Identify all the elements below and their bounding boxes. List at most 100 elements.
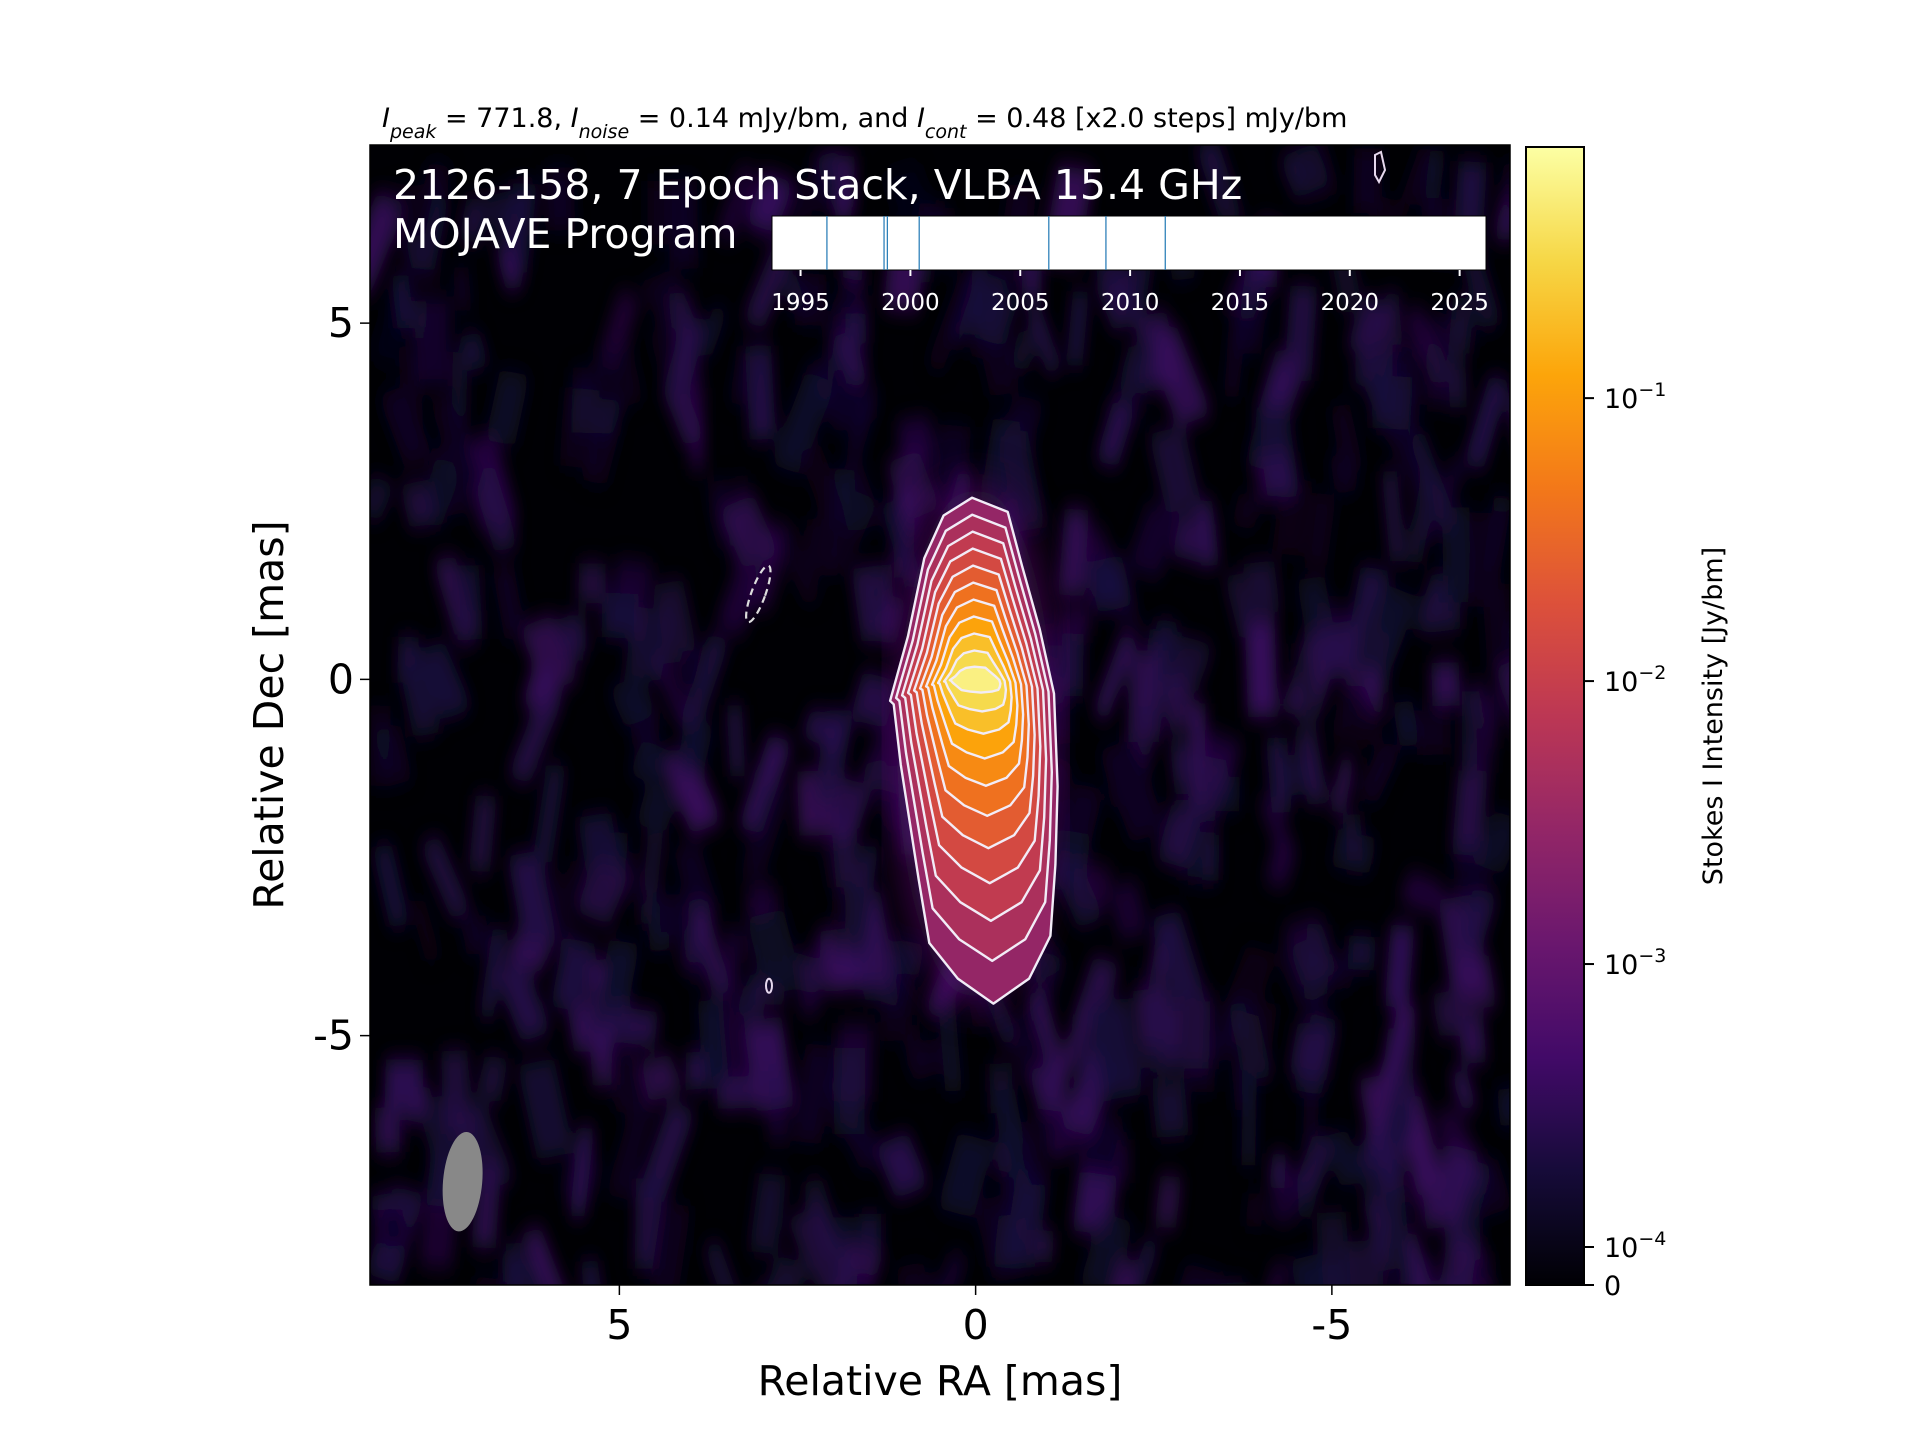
noise-patch xyxy=(739,783,792,881)
noise-patch xyxy=(1257,349,1298,416)
noise-patch xyxy=(1302,1088,1320,1155)
noise-patch xyxy=(826,887,874,954)
noise-patch xyxy=(377,1207,409,1249)
y-axis-label: Relative Dec [mas] xyxy=(245,520,293,909)
noise-patch xyxy=(470,465,519,553)
noise-patch xyxy=(532,763,567,863)
noise-patch xyxy=(493,958,552,1043)
noise-patch xyxy=(937,1132,995,1219)
noise-patch xyxy=(890,939,926,977)
noise-patch xyxy=(1142,325,1213,428)
noise-patch xyxy=(678,633,730,731)
noise-patch xyxy=(1320,1256,1353,1285)
noise-patch xyxy=(1202,834,1220,881)
isolated-contours xyxy=(745,150,1387,994)
noise-patch xyxy=(1169,740,1200,791)
noise-patch xyxy=(1356,740,1402,805)
noise-patch xyxy=(399,479,438,529)
noise-patch xyxy=(399,664,441,738)
noise-patch xyxy=(492,564,527,640)
noise-patch xyxy=(975,288,1020,347)
noise-patch xyxy=(1117,1238,1160,1285)
noise-patch xyxy=(675,649,706,689)
x-axis: 5 0 -5 xyxy=(606,1285,1352,1349)
noise-patch xyxy=(1329,403,1364,474)
colorbar-tick-label: 10−4 xyxy=(1604,1228,1666,1264)
noise-patch xyxy=(370,192,407,295)
noise-patch xyxy=(998,430,1046,533)
noise-patch xyxy=(1494,187,1510,242)
title-line-2: MOJAVE Program xyxy=(393,210,737,258)
noise-patch xyxy=(581,420,621,486)
noise-patch xyxy=(1451,769,1488,857)
noise-patch xyxy=(894,1261,942,1285)
noise-patch xyxy=(1234,260,1274,355)
noise-patch xyxy=(1292,145,1339,202)
noise-patch xyxy=(1441,507,1472,603)
noise-patch xyxy=(452,266,472,312)
noise-patch xyxy=(1148,425,1202,514)
noise-patch xyxy=(648,1202,692,1285)
noise-patch xyxy=(1431,1105,1490,1194)
noise-patch xyxy=(1268,1153,1288,1190)
noise-patch xyxy=(1103,332,1158,420)
noise-patch xyxy=(1381,470,1406,563)
noise-patch xyxy=(659,745,723,835)
noise-patch xyxy=(1088,997,1143,1101)
noise-patch xyxy=(745,171,795,234)
noise-patch xyxy=(1244,617,1278,718)
noise-patch xyxy=(1453,841,1489,911)
noise-patch xyxy=(1407,430,1458,530)
noise-patch xyxy=(453,564,484,641)
noise-patch xyxy=(703,1241,748,1285)
y-tick-label: 0 xyxy=(328,655,354,703)
noise-patch xyxy=(1193,500,1220,567)
noise-patch xyxy=(812,709,854,805)
noise-patch xyxy=(938,1003,963,1092)
epoch-tick-label: 2005 xyxy=(991,290,1050,316)
noise-patch xyxy=(1384,1101,1418,1150)
noise-patch xyxy=(1258,1262,1291,1285)
noise-patch xyxy=(384,1059,424,1109)
colorbar-tick-label: 0 xyxy=(1604,1271,1621,1302)
noise-patch xyxy=(1465,742,1494,775)
noise-patch xyxy=(697,999,730,1086)
noise-patch xyxy=(607,674,658,729)
epoch-tick-label: 2000 xyxy=(881,290,940,316)
noise-patch xyxy=(801,518,843,577)
noise-patch xyxy=(672,841,719,915)
contour-line xyxy=(900,530,1048,922)
noise-patch xyxy=(409,898,442,963)
noise-patch xyxy=(1294,727,1329,806)
noise-patch xyxy=(627,738,674,788)
noise-patch xyxy=(588,1032,613,1087)
noise-patch xyxy=(1415,709,1450,756)
noise-patch xyxy=(1413,572,1452,635)
noise-patch xyxy=(747,1280,776,1285)
noise-patch xyxy=(1052,857,1105,929)
noise-patch xyxy=(391,274,415,330)
contour-line xyxy=(936,632,1013,735)
noise-patch xyxy=(879,499,924,589)
noise-patch xyxy=(820,833,868,896)
noise-patch xyxy=(495,244,524,291)
contour-line xyxy=(894,513,1053,963)
noise-patch xyxy=(634,1178,662,1270)
noise-patch xyxy=(370,705,391,787)
noise-patch xyxy=(1382,1028,1417,1081)
small-contour xyxy=(1374,150,1387,185)
noise-patch xyxy=(634,784,679,835)
noise-patch xyxy=(485,369,530,446)
noise-patch xyxy=(414,640,473,721)
noise-layer xyxy=(370,145,1510,1285)
noise-patch xyxy=(1002,1168,1050,1269)
epoch-lines xyxy=(826,216,1166,270)
noise-patch xyxy=(1289,1251,1348,1285)
epoch-timeline-inset: 1995 2000 2005 2010 2015 2020 2025 xyxy=(771,215,1489,316)
noise-patch xyxy=(457,331,490,372)
noise-patch xyxy=(1398,871,1446,916)
epoch-timeline-box xyxy=(771,215,1487,271)
noise-patch xyxy=(647,180,681,245)
header-intensity-summary: Ipeak = 771.8, Inoise = 0.14 mJy/bm, and… xyxy=(382,103,1347,143)
noise-patch xyxy=(1288,1022,1336,1081)
